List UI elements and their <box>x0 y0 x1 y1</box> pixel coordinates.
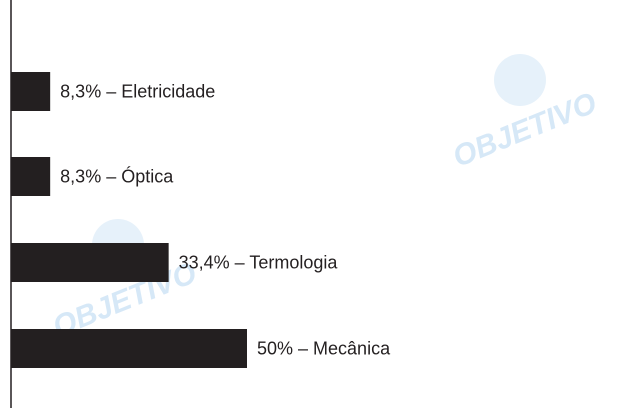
data-label: 8,3% – Óptica <box>60 165 174 186</box>
bar <box>11 72 51 111</box>
bar <box>11 329 247 368</box>
bar <box>11 243 169 282</box>
data-label: 8,3% – Eletricidade <box>60 81 215 101</box>
bar <box>11 157 51 196</box>
data-label: 33,4% – Termologia <box>179 252 339 272</box>
data-label: 50% – Mecânica <box>257 338 391 358</box>
